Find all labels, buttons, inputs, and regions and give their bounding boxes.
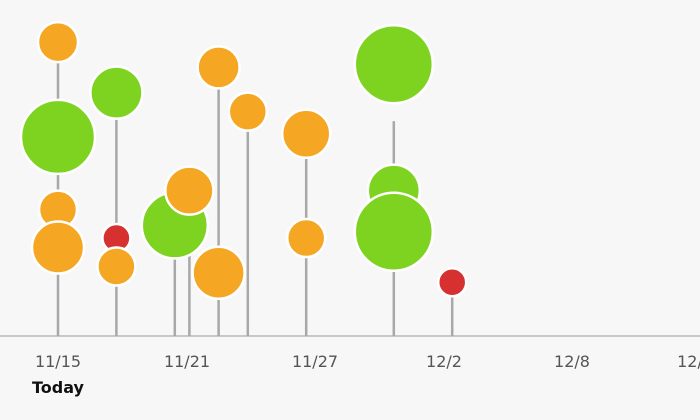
x-tick-label: 11/21	[164, 352, 210, 371]
x-tick-layer: 11/15 11/21 11/27 12/2 12/8 12/	[35, 352, 700, 371]
x-tick-label: 11/15	[35, 352, 81, 371]
data-bubble-red[interactable]	[436, 267, 468, 298]
x-tick-label: 12/	[677, 352, 700, 371]
data-bubble-green[interactable]	[89, 65, 144, 120]
data-bubble-orange[interactable]	[30, 220, 86, 275]
today-label: Today	[32, 378, 85, 397]
x-tick-label: 12/8	[554, 352, 590, 371]
data-bubble-orange[interactable]	[191, 245, 246, 301]
data-bubble-orange[interactable]	[196, 45, 241, 90]
x-tick-label: 11/27	[292, 352, 338, 371]
data-bubble-orange[interactable]	[164, 165, 215, 216]
data-bubble-green[interactable]	[353, 23, 435, 105]
data-bubble-orange[interactable]	[280, 108, 332, 160]
x-tick-label: 12/2	[426, 352, 462, 371]
data-bubble-orange[interactable]	[96, 246, 137, 287]
data-bubble-green[interactable]	[19, 98, 97, 176]
data-bubble-orange[interactable]	[227, 91, 269, 132]
bubble-layer	[19, 20, 468, 301]
data-bubble-green[interactable]	[353, 191, 435, 272]
data-bubble-orange[interactable]	[285, 217, 327, 259]
data-bubble-orange[interactable]	[36, 20, 80, 64]
